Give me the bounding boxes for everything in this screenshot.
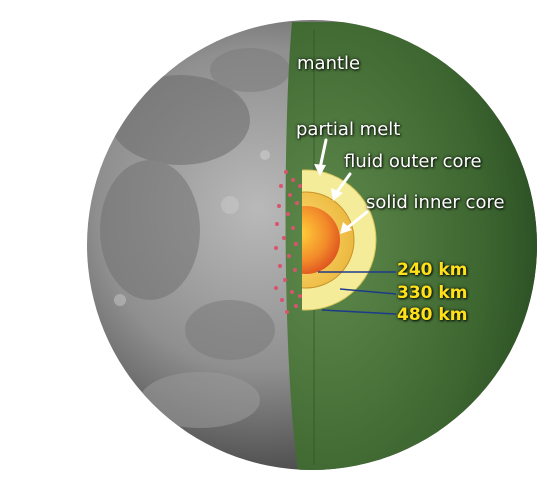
mantle-label: mantle bbox=[297, 53, 361, 74]
inner-core-radius-label: 240 km bbox=[397, 260, 468, 280]
outer-core-radius-label: 330 km bbox=[397, 283, 468, 303]
label-arrows bbox=[314, 138, 369, 234]
partial-melt-radius-label: 480 km bbox=[397, 305, 468, 325]
solid-inner-core-label: solid inner core bbox=[366, 192, 505, 213]
partial-melt-label: partial melt bbox=[296, 119, 401, 140]
partial-melt-dots bbox=[274, 170, 302, 314]
radius-leaders bbox=[318, 271, 397, 315]
surface-maria bbox=[100, 48, 290, 428]
solid-inner-core bbox=[302, 206, 340, 274]
fluid-outer-core-label: fluid outer core bbox=[344, 151, 482, 172]
mantle-section bbox=[285, 22, 537, 470]
